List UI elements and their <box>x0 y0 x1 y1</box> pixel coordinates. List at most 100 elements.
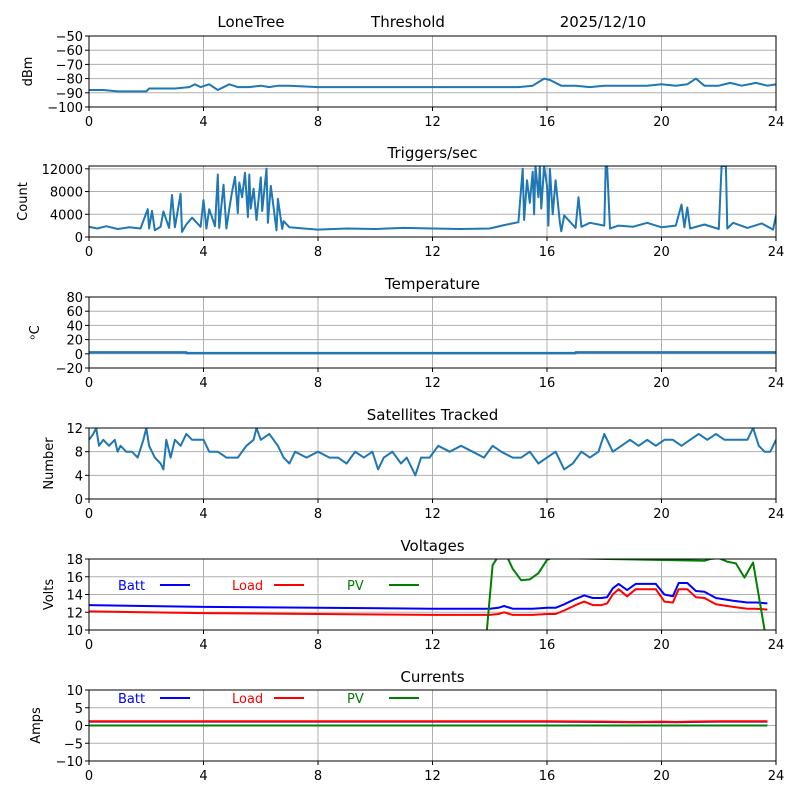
x-tick-label: 8 <box>314 115 322 130</box>
series-line-pv <box>485 559 766 630</box>
panel-currents: Batt Load PV 0 4 8 12 16 20 24 −10 −5 0 5 10 Currents Am… <box>29 668 784 784</box>
x-tick-label: 0 <box>85 245 93 260</box>
header-station: LoneTree <box>217 13 284 31</box>
x-tick-label: 16 <box>539 376 556 391</box>
y-tick-label: 12000 <box>42 163 83 178</box>
y-axis-label: dBm <box>21 57 36 87</box>
panel-satellites: 0 4 8 12 16 20 24 0 4 8 12 Satellites Tracked Number <box>42 406 784 522</box>
x-tick-label: 20 <box>653 115 670 130</box>
series-line-load <box>89 720 768 723</box>
x-tick-label: 4 <box>199 638 207 653</box>
y-tick-label: 0 <box>75 720 83 735</box>
x-tick-label: 24 <box>768 376 785 391</box>
x-tick-label: 0 <box>85 507 93 522</box>
y-tick-label: 10 <box>66 684 83 699</box>
x-tick-label: 4 <box>199 376 207 391</box>
y-tick-label: 18 <box>66 553 83 568</box>
series-line-satellites <box>89 428 776 477</box>
y-tick-label: −100 <box>47 101 83 116</box>
x-tick-label: 16 <box>539 115 556 130</box>
x-tick-label: 24 <box>768 769 785 784</box>
x-tick-label: 20 <box>653 245 670 260</box>
y-tick-label: 10 <box>66 624 83 639</box>
y-tick-label: −60 <box>56 44 83 59</box>
y-tick-label: 8 <box>75 446 83 461</box>
series-line-temperature <box>89 351 776 355</box>
y-tick-label: 20 <box>66 334 83 349</box>
y-tick-label: 4000 <box>50 208 83 223</box>
x-tick-label: 24 <box>768 507 785 522</box>
y-tick-label: 0 <box>75 231 83 246</box>
x-tick-label: 20 <box>653 376 670 391</box>
x-tick-label: 8 <box>314 638 322 653</box>
y-tick-label: −80 <box>56 73 83 88</box>
y-axis-label: Amps <box>29 707 44 744</box>
x-tick-label: 0 <box>85 638 93 653</box>
x-tick-label: 8 <box>314 769 322 784</box>
y-tick-label: −10 <box>56 755 83 770</box>
legend-label-pv: PV <box>347 692 364 707</box>
legend-label-batt: Batt <box>118 692 145 707</box>
x-tick-label: 12 <box>424 245 441 260</box>
panel-title: Currents <box>400 668 464 686</box>
x-tick-label: 8 <box>314 507 322 522</box>
x-tick-label: 24 <box>768 115 785 130</box>
y-tick-label: −20 <box>56 362 83 377</box>
legend-label-load: Load <box>232 692 263 707</box>
x-tick-label: 8 <box>314 245 322 260</box>
x-tick-label: 16 <box>539 638 556 653</box>
y-tick-label: −90 <box>56 87 83 102</box>
y-tick-label: −5 <box>64 737 83 752</box>
y-tick-label: 4 <box>75 469 83 484</box>
y-tick-label: 16 <box>66 571 83 586</box>
legend-label-pv: PV <box>347 579 364 594</box>
x-tick-label: 16 <box>539 769 556 784</box>
x-tick-label: 0 <box>85 115 93 130</box>
series-line-triggers <box>89 166 776 233</box>
y-tick-label: −50 <box>56 30 83 45</box>
x-tick-label: 16 <box>539 245 556 260</box>
x-tick-label: 12 <box>424 115 441 130</box>
y-tick-label: 12 <box>66 606 83 621</box>
x-tick-label: 12 <box>424 376 441 391</box>
x-tick-label: 20 <box>653 638 670 653</box>
y-tick-label: 0 <box>75 493 83 508</box>
y-tick-label: 0 <box>75 348 83 363</box>
x-tick-label: 0 <box>85 769 93 784</box>
x-tick-label: 24 <box>768 638 785 653</box>
y-tick-label: 60 <box>66 305 83 320</box>
x-tick-label: 16 <box>539 507 556 522</box>
x-tick-label: 8 <box>314 376 322 391</box>
y-tick-label: 80 <box>66 291 83 306</box>
series-line-load <box>89 588 768 616</box>
x-tick-label: 4 <box>199 507 207 522</box>
x-tick-label: 12 <box>424 507 441 522</box>
series-line-batt <box>89 582 768 610</box>
x-tick-label: 20 <box>653 769 670 784</box>
y-tick-label: 40 <box>66 319 83 334</box>
x-tick-label: 20 <box>653 507 670 522</box>
header-mode: Threshold <box>370 13 445 31</box>
x-tick-label: 24 <box>768 245 785 260</box>
x-tick-label: 4 <box>199 769 207 784</box>
y-tick-label: −70 <box>56 58 83 73</box>
panel-voltages: Batt Load PV 0 4 8 12 16 20 24 10 12 14 16 18 Voltages V… <box>42 537 784 653</box>
x-tick-label: 4 <box>199 245 207 260</box>
panel-triggers: 0 4 8 12 16 20 24 0 4000 8000 12000 Triggers/sec Cou… <box>16 144 784 260</box>
y-tick-label: 8000 <box>50 186 83 201</box>
legend-label-batt: Batt <box>118 579 145 594</box>
y-tick-label: 5 <box>75 702 83 717</box>
panel-title: Satellites Tracked <box>367 406 498 424</box>
x-tick-label: 12 <box>424 769 441 784</box>
panel-title: Voltages <box>400 537 464 555</box>
x-tick-label: 0 <box>85 376 93 391</box>
y-axis-label: Number <box>42 437 57 490</box>
panel-title: Triggers/sec <box>387 144 478 162</box>
header-date: 2025/12/10 <box>560 13 646 31</box>
series-line-signal <box>89 77 776 93</box>
panel-signal: 0 4 8 12 16 20 24 −100−90−80−70−60−50 dBm <box>21 30 784 130</box>
y-tick-label: 12 <box>66 422 83 437</box>
